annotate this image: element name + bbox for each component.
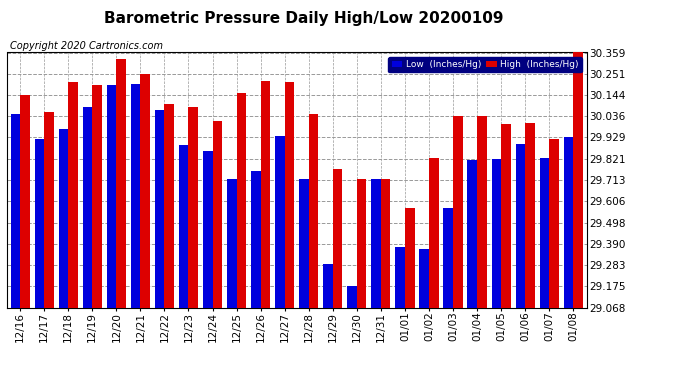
Bar	[333, 169, 342, 308]
Bar	[44, 111, 54, 308]
Bar	[251, 171, 261, 308]
Bar	[525, 123, 535, 308]
Bar	[83, 106, 92, 308]
Bar	[107, 85, 117, 308]
Bar	[261, 81, 270, 308]
Bar	[164, 104, 174, 308]
Bar	[444, 209, 453, 308]
Bar	[564, 137, 573, 308]
Text: Copyright 2020 Cartronics.com: Copyright 2020 Cartronics.com	[10, 41, 164, 51]
Legend: Low  (Inches/Hg), High  (Inches/Hg): Low (Inches/Hg), High (Inches/Hg)	[388, 57, 582, 72]
Bar	[515, 144, 525, 308]
Bar	[429, 158, 439, 308]
Bar	[140, 74, 150, 308]
Bar	[203, 151, 213, 308]
Bar	[371, 179, 381, 308]
Bar	[68, 82, 78, 308]
Text: Barometric Pressure Daily High/Low 20200109: Barometric Pressure Daily High/Low 20200…	[104, 11, 503, 26]
Bar	[501, 124, 511, 308]
Bar	[549, 139, 559, 308]
Bar	[155, 110, 164, 308]
Bar	[453, 116, 462, 308]
Bar	[491, 159, 501, 308]
Bar	[213, 122, 222, 308]
Bar	[20, 95, 30, 308]
Bar	[395, 247, 405, 308]
Bar	[131, 84, 140, 308]
Bar	[299, 179, 308, 308]
Bar	[420, 249, 429, 308]
Bar	[540, 158, 549, 308]
Bar	[237, 93, 246, 308]
Bar	[179, 145, 188, 308]
Bar	[347, 286, 357, 308]
Bar	[275, 136, 285, 308]
Bar	[308, 114, 318, 308]
Bar	[357, 179, 366, 308]
Bar	[381, 179, 391, 308]
Bar	[573, 51, 583, 308]
Bar	[34, 139, 44, 308]
Bar	[188, 107, 198, 308]
Bar	[405, 209, 415, 308]
Bar	[59, 129, 68, 308]
Bar	[117, 59, 126, 308]
Bar	[285, 82, 295, 308]
Bar	[227, 179, 237, 308]
Bar	[92, 85, 102, 308]
Bar	[10, 114, 20, 308]
Bar	[323, 264, 333, 308]
Bar	[477, 116, 486, 308]
Bar	[467, 160, 477, 308]
